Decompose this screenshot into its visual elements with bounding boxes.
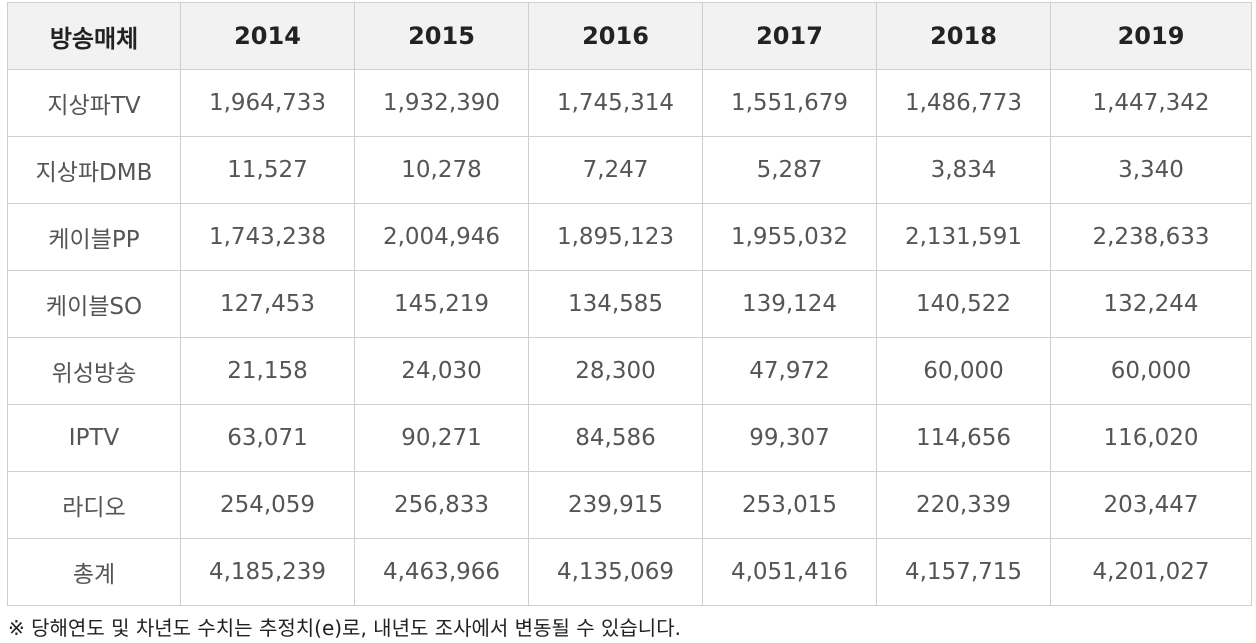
table-cell: 21,158 [180,337,355,405]
table-cell: 239,915 [528,471,703,539]
table-cell: 2,238,633 [1050,203,1252,271]
table-cell: 7,247 [528,136,703,204]
table-cell: 203,447 [1050,471,1252,539]
table-cell: 134,585 [528,270,703,338]
table-cell: 256,833 [354,471,529,539]
table-row: 지상파DMB 11,527 10,278 7,247 5,287 3,834 3… [7,136,1252,204]
broadcast-media-table: 방송매체 2014 2015 2016 2017 2018 2019 지상파TV… [7,2,1252,606]
row-label: 지상파TV [7,69,181,137]
table-cell: 1,447,342 [1050,69,1252,137]
footnote: ※ 당해연도 및 차년도 수치는 추정치(e)로, 내년도 조사에서 변동될 수… [8,616,681,640]
header-year-2016: 2016 [528,2,703,70]
table-cell: 220,339 [876,471,1051,539]
table-cell: 1,743,238 [180,203,355,271]
row-label: 케이블PP [7,203,181,271]
table-cell: 84,586 [528,404,703,472]
table-cell: 4,463,966 [354,538,529,606]
table-cell: 254,059 [180,471,355,539]
table-cell: 145,219 [354,270,529,338]
table-cell: 1,895,123 [528,203,703,271]
header-media: 방송매체 [7,2,181,70]
table-cell: 90,271 [354,404,529,472]
header-year-2018: 2018 [876,2,1051,70]
table-cell: 4,185,239 [180,538,355,606]
table-cell: 116,020 [1050,404,1252,472]
table-cell: 28,300 [528,337,703,405]
table-row: 위성방송 21,158 24,030 28,300 47,972 60,000 … [7,337,1252,405]
table-row: 케이블SO 127,453 145,219 134,585 139,124 14… [7,270,1252,338]
table-cell: 2,004,946 [354,203,529,271]
table-cell: 1,955,032 [702,203,877,271]
table-cell: 1,964,733 [180,69,355,137]
table-cell: 63,071 [180,404,355,472]
row-label: IPTV [7,404,181,472]
table-cell: 139,124 [702,270,877,338]
table-cell: 140,522 [876,270,1051,338]
row-label: 지상파DMB [7,136,181,204]
table-cell: 99,307 [702,404,877,472]
table-cell: 5,287 [702,136,877,204]
table-cell: 4,051,416 [702,538,877,606]
header-year-2017: 2017 [702,2,877,70]
table-cell: 127,453 [180,270,355,338]
table-cell: 24,030 [354,337,529,405]
table-cell: 4,201,027 [1050,538,1252,606]
header-year-2015: 2015 [354,2,529,70]
row-label: 위성방송 [7,337,181,405]
table-cell: 1,745,314 [528,69,703,137]
table-cell: 1,551,679 [702,69,877,137]
row-label: 총계 [7,538,181,606]
table-cell: 4,135,069 [528,538,703,606]
table-cell: 60,000 [876,337,1051,405]
table-row: IPTV 63,071 90,271 84,586 99,307 114,656… [7,404,1252,472]
table-row-total: 총계 4,185,239 4,463,966 4,135,069 4,051,4… [7,538,1252,606]
table-cell: 4,157,715 [876,538,1051,606]
table-cell: 11,527 [180,136,355,204]
table-cell: 114,656 [876,404,1051,472]
row-label: 케이블SO [7,270,181,338]
table-cell: 3,340 [1050,136,1252,204]
table-cell: 3,834 [876,136,1051,204]
header-year-2019: 2019 [1050,2,1252,70]
table-cell: 60,000 [1050,337,1252,405]
table-cell: 10,278 [354,136,529,204]
header-row: 방송매체 2014 2015 2016 2017 2018 2019 [7,2,1252,70]
table-row: 지상파TV 1,964,733 1,932,390 1,745,314 1,55… [7,69,1252,137]
row-label: 라디오 [7,471,181,539]
table-cell: 253,015 [702,471,877,539]
table-row: 케이블PP 1,743,238 2,004,946 1,895,123 1,95… [7,203,1252,271]
table-cell: 47,972 [702,337,877,405]
table-cell: 132,244 [1050,270,1252,338]
table-cell: 2,131,591 [876,203,1051,271]
header-year-2014: 2014 [180,2,355,70]
table-row: 라디오 254,059 256,833 239,915 253,015 220,… [7,471,1252,539]
table-cell: 1,932,390 [354,69,529,137]
table-cell: 1,486,773 [876,69,1051,137]
